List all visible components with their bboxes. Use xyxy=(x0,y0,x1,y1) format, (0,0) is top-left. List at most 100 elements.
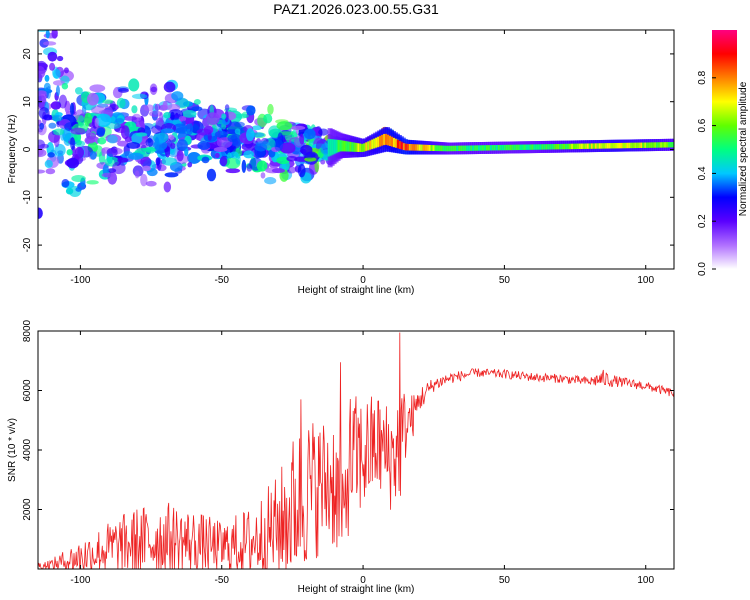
spectrogram-cell xyxy=(135,132,148,137)
spectrogram-cell xyxy=(106,147,118,158)
snr-y-tick-label: 2000 xyxy=(22,498,33,521)
spectrogram-cell xyxy=(52,115,63,122)
spectrogram-cell xyxy=(89,84,106,93)
colorbar-tick-label: 0.2 xyxy=(697,214,708,228)
spectrogram-cell xyxy=(65,187,74,195)
spectrogram-cell xyxy=(304,157,317,162)
spectrogram-cell xyxy=(142,165,152,172)
spectrogram-cell xyxy=(191,106,203,112)
spectrogram-marks xyxy=(38,30,674,219)
spectrogram-cell xyxy=(49,62,56,71)
spectrogram-y-tick-label: 20 xyxy=(22,48,33,60)
spectrogram-cell xyxy=(318,128,329,136)
spectrogram-cell xyxy=(196,128,212,136)
spectrogram-cell xyxy=(107,134,118,144)
spectrogram-cell xyxy=(163,181,172,193)
spectrogram-cell xyxy=(251,125,263,131)
colorbar-tick-label: 0.4 xyxy=(697,166,708,180)
snr-y-tick-label: 6000 xyxy=(22,379,33,402)
spectrogram-cell xyxy=(102,99,114,104)
spectrogram-cell xyxy=(61,82,69,90)
spectrogram-cell xyxy=(143,104,155,112)
spectrogram-cell xyxy=(44,74,50,82)
spectrogram-cell xyxy=(145,146,156,154)
spectrogram-cell xyxy=(131,93,148,100)
spectrogram-band-core xyxy=(671,142,674,148)
spectrogram-cell xyxy=(163,111,172,119)
spectrogram-cell xyxy=(77,115,85,127)
spectrogram-cell xyxy=(47,152,55,158)
spectrogram-cell xyxy=(254,143,268,152)
spectrogram-x-tick-label: 50 xyxy=(499,275,511,286)
snr-x-tick-label: 50 xyxy=(499,575,511,586)
spectrogram-cell xyxy=(243,150,255,159)
spectrogram-cell xyxy=(117,87,129,93)
spectrogram-x-label: Height of straight line (km) xyxy=(298,285,415,296)
snr-x-tick-label: 0 xyxy=(360,575,366,586)
spectrogram-cell xyxy=(55,85,60,97)
spectrogram-x-tick-label: 100 xyxy=(637,275,654,286)
spectrogram-cell xyxy=(52,80,65,86)
spectrogram-cell xyxy=(116,97,126,109)
spectrogram-cell xyxy=(145,180,157,187)
colorbar-label: Normalized spectral amplitude xyxy=(738,81,749,216)
spectrogram-cell xyxy=(128,78,140,92)
colorbar-tick-label: 0.6 xyxy=(697,118,708,132)
spectrogram-cell xyxy=(66,157,80,169)
spectrogram-cell xyxy=(171,91,184,101)
spectrogram-cell xyxy=(38,207,43,219)
spectrogram-cell xyxy=(160,128,175,134)
spectrogram-cell xyxy=(256,160,268,172)
spectrogram-cell xyxy=(70,136,76,151)
spectrogram-cell xyxy=(234,128,241,135)
spectrogram-cell xyxy=(126,142,141,149)
spectrogram-cell xyxy=(132,117,143,123)
spectrogram-cell xyxy=(225,168,241,174)
spectrogram-cell xyxy=(69,102,75,116)
spectrogram-cell xyxy=(241,142,258,151)
spectrogram-cell xyxy=(38,148,47,158)
spectrogram-cell xyxy=(263,113,273,124)
spectrogram-cell xyxy=(115,118,125,123)
spectrogram-cell xyxy=(70,127,86,135)
spectrogram-cell xyxy=(63,67,69,74)
spectrogram-cell xyxy=(38,90,47,103)
spectrogram-cell xyxy=(43,41,57,46)
spectrogram-cell xyxy=(271,168,285,174)
spectrogram-cell xyxy=(205,112,220,125)
snr-x-tick-label: -100 xyxy=(70,575,90,586)
spectrogram-cell xyxy=(276,156,290,165)
spectrogram-cell xyxy=(187,161,193,168)
spectrogram-cell xyxy=(39,122,45,130)
snr-y-label: SNR (10 * v/v) xyxy=(7,418,18,482)
spectrogram-cell xyxy=(137,127,146,134)
spectrogram-cell xyxy=(96,127,106,136)
snr-x-ticks: -100 -50 0 50 100 xyxy=(70,331,655,586)
spectrogram-cell xyxy=(38,66,46,79)
spectrogram-y-tick-label: -20 xyxy=(22,237,33,252)
spectrogram-cell xyxy=(131,105,138,114)
spectrogram-cell xyxy=(73,140,86,148)
spectrogram-cell xyxy=(154,137,160,151)
spectrogram-cell xyxy=(268,125,281,138)
spectrogram-x-tick-label: -100 xyxy=(70,275,90,286)
spectrogram-cell xyxy=(74,146,85,159)
spectrogram-cell xyxy=(187,151,202,164)
spectrogram-cell xyxy=(53,133,60,148)
spectrogram-cell xyxy=(299,133,305,145)
spectrogram-cell xyxy=(95,113,112,128)
snr-x-tick-label: -50 xyxy=(215,575,230,586)
spectrogram-cell xyxy=(128,152,144,160)
spectrogram-cell xyxy=(201,156,210,164)
spectrogram-cell xyxy=(185,122,194,136)
spectrogram-cell xyxy=(245,128,255,142)
spectrogram-cell xyxy=(38,169,46,174)
spectrogram-cell xyxy=(155,157,161,166)
colorbar: 0.0 0.2 0.4 0.6 0.8 Normalized spectral ampl… xyxy=(697,30,749,276)
spectrogram-cell xyxy=(74,87,83,95)
spectrogram-cell xyxy=(117,140,129,147)
spectrogram-cell xyxy=(264,176,277,185)
spectrogram-cell xyxy=(182,109,197,118)
